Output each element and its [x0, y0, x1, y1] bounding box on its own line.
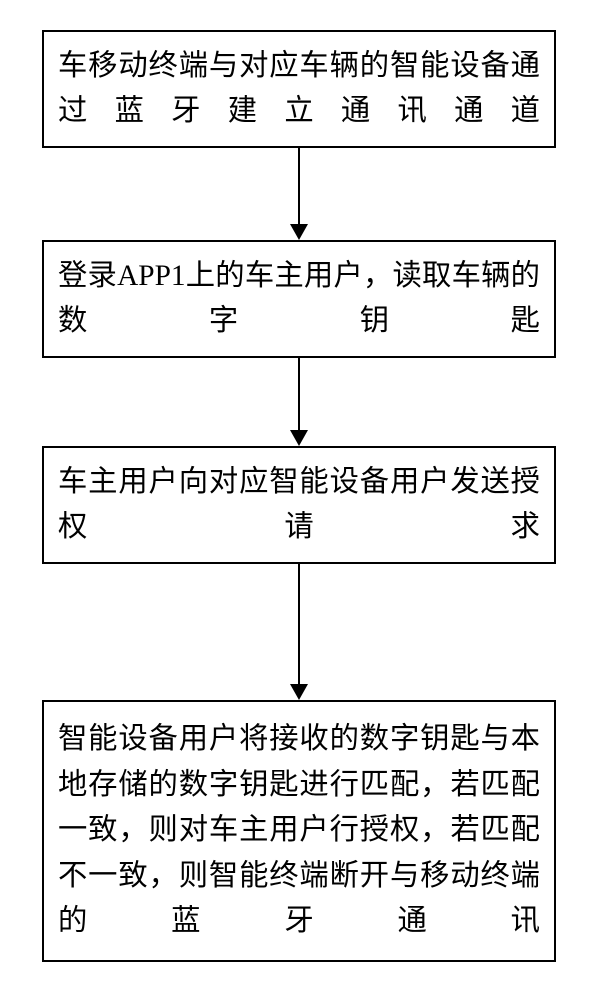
flow-node-text: 智能设备用户将接收的数字钥匙与本地存储的数字钥匙进行匹配，若匹配一致，则对车主用…: [58, 717, 540, 944]
flow-node-n2: 登录APP1上的车主用户，读取车辆的数字钥匙: [42, 240, 556, 358]
flow-arrow-head-1: [290, 430, 308, 446]
flow-node-n3: 车主用户向对应智能设备用户发送授权请求: [42, 446, 556, 564]
flow-node-text: 车移动终端与对应车辆的智能设备通过蓝牙建立通讯通道: [58, 44, 540, 135]
flowchart-container: 车移动终端与对应车辆的智能设备通过蓝牙建立通讯通道登录APP1上的车主用户，读取…: [0, 0, 598, 1000]
flow-node-n1: 车移动终端与对应车辆的智能设备通过蓝牙建立通讯通道: [42, 30, 556, 148]
flow-node-text: 车主用户向对应智能设备用户发送授权请求: [58, 460, 540, 551]
flow-arrow-line-1: [298, 358, 300, 430]
flow-arrow-line-2: [298, 564, 300, 684]
flow-arrow-head-2: [290, 684, 308, 700]
flow-node-text: 登录APP1上的车主用户，读取车辆的数字钥匙: [58, 254, 540, 345]
flow-arrow-head-0: [290, 224, 308, 240]
flow-node-n4: 智能设备用户将接收的数字钥匙与本地存储的数字钥匙进行匹配，若匹配一致，则对车主用…: [42, 700, 556, 962]
flow-arrow-line-0: [298, 148, 300, 224]
